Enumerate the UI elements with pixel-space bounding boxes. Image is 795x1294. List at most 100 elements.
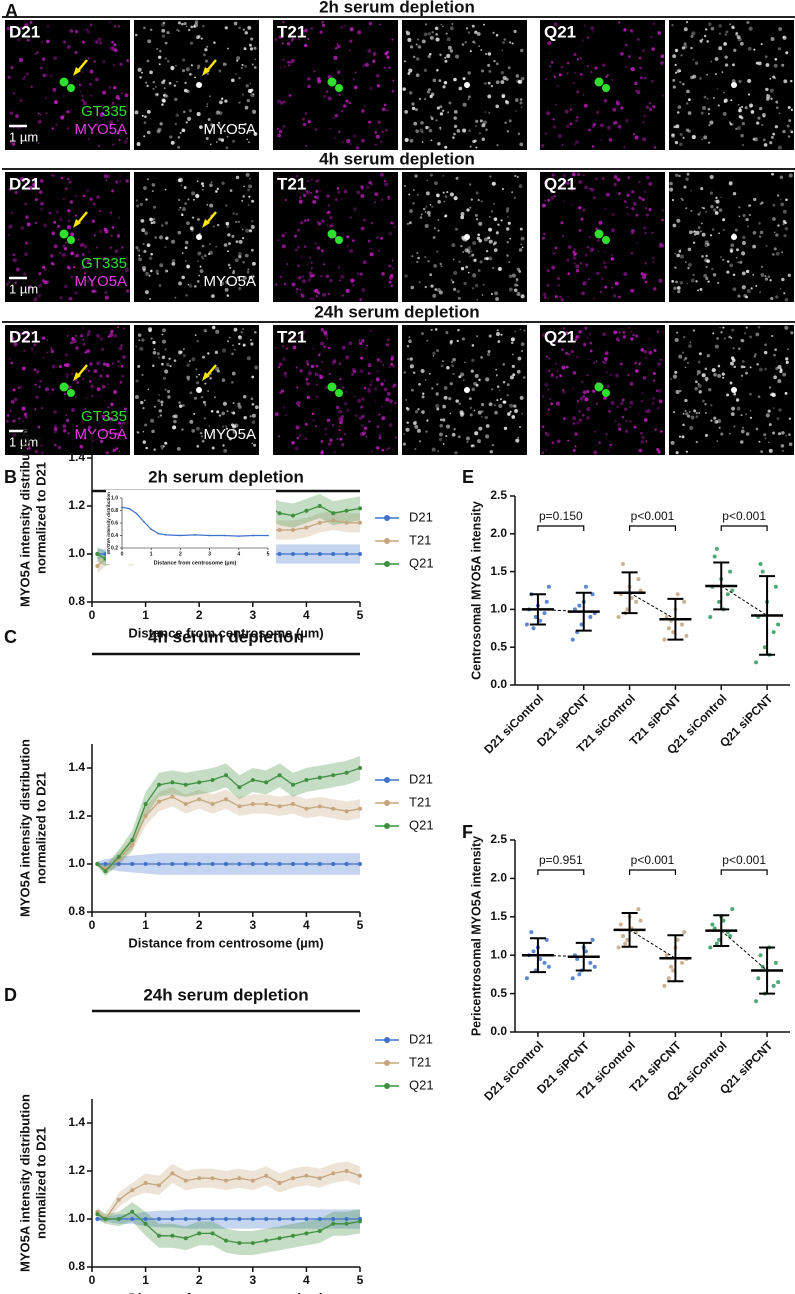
fluorescence-spot: [223, 130, 226, 133]
fluorescence-spot: [367, 48, 372, 53]
fluorescence-spot: [710, 204, 714, 209]
fluorescence-spot: [417, 38, 420, 41]
fluorescence-spot: [345, 391, 348, 393]
fluorescence-spot: [107, 417, 112, 421]
fluorescence-spot: [685, 128, 690, 132]
fluorescence-spot: [42, 73, 47, 78]
fluorescence-spot: [338, 417, 342, 422]
fluorescence-spot: [753, 197, 757, 202]
fluorescence-spot: [215, 110, 220, 115]
fluorescence-spot: [781, 449, 785, 453]
fluorescence-spot: [65, 241, 67, 244]
fluorescence-spot: [742, 241, 746, 245]
fluorescence-spot: [9, 111, 14, 115]
fluorescence-spot: [97, 144, 101, 148]
fluorescence-spot: [82, 377, 85, 380]
fluorescence-spot: [174, 122, 177, 126]
fluorescence-spot: [388, 66, 391, 69]
fluorescence-spot: [276, 127, 280, 130]
fluorescence-spot: [345, 355, 350, 360]
fluorescence-spot: [200, 435, 204, 438]
fluorescence-spot: [150, 337, 153, 340]
fluorescence-spot: [238, 342, 241, 346]
centrosome: [335, 236, 343, 244]
data-point: [317, 804, 322, 809]
fluorescence-spot: [70, 275, 73, 279]
fluorescence-spot: [592, 123, 596, 127]
data-point: [237, 862, 242, 866]
fluorescence-spot: [5, 419, 9, 423]
data-point: [721, 918, 726, 923]
fluorescence-spot: [203, 254, 207, 258]
fluorescence-spot: [506, 241, 509, 244]
fluorescence-spot: [301, 117, 305, 121]
fluorescence-spot: [749, 335, 753, 339]
fluorescence-spot: [341, 386, 345, 390]
fluorescence-spot: [731, 25, 735, 29]
data-point: [714, 546, 719, 551]
fluorescence-spot: [695, 412, 698, 415]
fluorescence-spot: [578, 409, 582, 413]
fluorescence-spot: [88, 82, 93, 86]
fluorescence-spot: [696, 373, 699, 376]
fluorescence-spot: [40, 207, 44, 211]
fluorescence-spot: [53, 56, 58, 61]
fluorescence-spot: [158, 409, 162, 413]
fluorescence-spot: [474, 374, 479, 378]
data-point: [758, 953, 763, 958]
channel-label: GT335: [81, 103, 127, 120]
fluorescence-spot: [310, 191, 313, 195]
fluorescence-spot: [153, 205, 157, 209]
fluorescence-spot: [232, 139, 235, 143]
fluorescence-spot: [697, 289, 700, 292]
fluorescence-spot: [196, 35, 200, 40]
fluorescence-spot: [34, 383, 37, 386]
fluorescence-spot: [416, 260, 419, 264]
fluorescence-spot: [282, 357, 286, 361]
data-point: [712, 554, 717, 559]
fluorescence-spot: [574, 71, 577, 74]
p-value: p<0.001: [631, 853, 675, 867]
fluorescence-spot: [49, 254, 54, 258]
fluorescence-spot: [645, 207, 648, 210]
fluorescence-spot: [248, 184, 253, 189]
fluorescence-spot: [641, 392, 644, 395]
fluorescence-spot: [475, 119, 479, 123]
fluorescence-spot: [611, 254, 613, 256]
fluorescence-spot: [340, 410, 342, 413]
fluorescence-spot: [618, 331, 621, 334]
fluorescence-spot: [755, 332, 760, 337]
data-point: [277, 1236, 282, 1241]
data-point: [620, 562, 625, 567]
fluorescence-spot: [213, 41, 216, 44]
fluorescence-spot: [772, 407, 775, 409]
fluorescence-spot: [572, 248, 577, 252]
fluorescence-spot: [62, 424, 67, 429]
fluorescence-spot: [162, 445, 165, 448]
fluorescence-spot: [35, 395, 39, 399]
data-point: [304, 552, 309, 556]
data-point: [588, 614, 593, 619]
fluorescence-spot: [462, 128, 467, 133]
fluorescence-spot: [456, 339, 459, 343]
fluorescence-spot: [275, 283, 278, 286]
fluorescence-spot: [86, 260, 91, 264]
fluorescence-spot: [348, 49, 351, 52]
fluorescence-spot: [493, 217, 498, 221]
fluorescence-spot: [388, 399, 393, 404]
x-axis-title: Distance from centrosome (µm): [128, 935, 323, 950]
fluorescence-spot: [742, 235, 746, 240]
fluorescence-spot: [62, 40, 67, 44]
fluorescence-spot: [59, 251, 62, 255]
fluorescence-spot: [479, 132, 481, 134]
fluorescence-spot: [89, 362, 93, 366]
fluorescence-spot: [122, 438, 125, 441]
fluorescence-spot: [741, 251, 746, 256]
fluorescence-spot: [284, 374, 288, 378]
data-point: [317, 1229, 322, 1233]
fluorescence-spot: [442, 443, 445, 445]
data-point: [157, 862, 161, 866]
fluorescence-spot: [74, 29, 79, 34]
fluorescence-spot: [339, 437, 343, 441]
fluorescence-spot: [574, 432, 578, 436]
